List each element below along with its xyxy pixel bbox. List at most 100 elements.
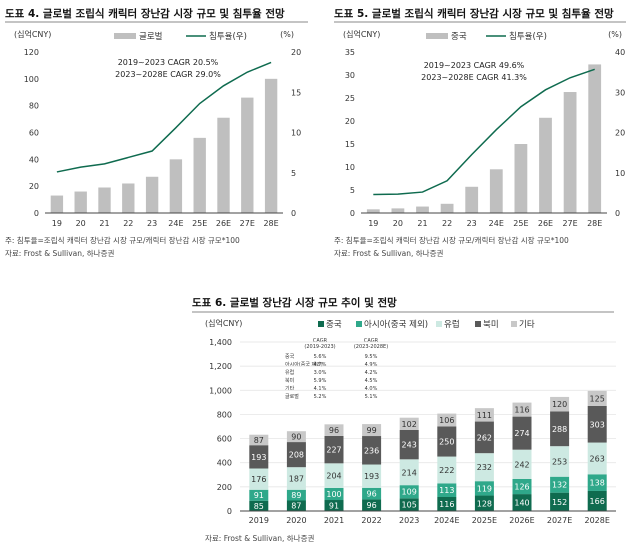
- x-tick-label: 21: [417, 219, 427, 228]
- bar-segment: [324, 500, 344, 511]
- cagr-value: 9.5%: [365, 354, 378, 360]
- cagr-value: 4.9%: [365, 362, 378, 368]
- legend-line-label: 침투율(우): [209, 32, 247, 42]
- figure-title: 도표 5. 글로벌 조립식 캐릭터 장난감 시장 규모 및 침투율 전망: [334, 7, 614, 20]
- bar-segment: [474, 421, 494, 454]
- legend-bar-label: 글로벌: [139, 31, 163, 42]
- figure-6: 도표 6. 글로벌 장난감 시장 규모 추이 및 전망 (십억CNY) 중국 아시…: [192, 296, 616, 543]
- legend-bar-swatch: [426, 33, 448, 39]
- bar-segment: [362, 424, 382, 437]
- bar-segment: [550, 492, 570, 511]
- penetration-line: [56, 61, 272, 173]
- bar-segment: [474, 495, 494, 511]
- y-tick-label: 20: [345, 117, 355, 126]
- cagr-value: 4.7%: [314, 362, 327, 368]
- data-label: 274: [514, 429, 529, 438]
- y2-tick-label: 10: [615, 169, 625, 178]
- bar-segment: [587, 405, 607, 443]
- data-label: 89: [291, 491, 301, 500]
- cagr-row-label: 글로벌: [285, 393, 299, 400]
- data-label: 166: [590, 497, 605, 506]
- x-tick-label: 25E: [513, 219, 528, 228]
- x-tick-label: 2025E: [472, 516, 497, 525]
- data-label: 262: [477, 433, 492, 442]
- bar: [50, 195, 64, 213]
- y2-tick-label: 0: [291, 209, 296, 218]
- data-label: 288: [552, 425, 567, 434]
- bar-segment: [399, 459, 419, 486]
- y-tick-label: 100: [24, 75, 39, 84]
- cagr-col-header: CAGR: [313, 338, 328, 344]
- source-note: 자료: Frost & Sullivan, 하나증권: [334, 248, 443, 258]
- x-tick-label: 2024E: [434, 516, 459, 525]
- right-axis-unit: (%): [280, 30, 294, 39]
- cagr-annotation: 2023~2028E CAGR 41.3%: [421, 73, 527, 82]
- bar-segment: [286, 489, 306, 501]
- bar-segment: [437, 496, 457, 511]
- bar-segment: [474, 481, 494, 496]
- y-tick-label: 30: [345, 71, 355, 80]
- y-tick-label: 0: [34, 209, 39, 218]
- data-label: 96: [367, 490, 377, 499]
- y-tick-label: 60: [29, 129, 39, 138]
- figure-title: 도표 4. 글로벌 조립식 캐릭터 장난감 시장 규모 및 침투율 전망: [5, 7, 285, 20]
- y2-tick-label: 40: [615, 48, 625, 57]
- x-tick-label: 23: [147, 219, 157, 228]
- bar: [122, 183, 135, 213]
- x-tick-label: 24E: [489, 219, 504, 228]
- legend-swatch: [511, 321, 517, 327]
- bar-segment: [362, 436, 382, 465]
- y-tick-label: 1,200: [209, 362, 232, 371]
- data-label: 232: [477, 463, 492, 472]
- legend-bar-label: 중국: [451, 32, 467, 42]
- bar-segment: [286, 431, 306, 443]
- bar-segment: [399, 485, 419, 499]
- x-tick-label: 21: [99, 219, 109, 228]
- legend-label: 유럽: [444, 320, 460, 330]
- cagr-value: 4.1%: [314, 386, 327, 392]
- data-label: 227: [326, 446, 341, 455]
- bar: [440, 203, 454, 213]
- data-label: 91: [254, 491, 264, 500]
- x-tick-label: 2026E: [509, 516, 534, 525]
- cagr-col-header: (2023-2028E): [354, 344, 388, 350]
- left-axis-unit: (십억CNY): [205, 318, 242, 328]
- data-label: 187: [289, 474, 304, 483]
- y2-tick-label: 20: [291, 48, 301, 57]
- y-tick-label: 5: [350, 186, 355, 195]
- cagr-value: 4.2%: [365, 370, 378, 376]
- bar: [391, 208, 405, 213]
- y-tick-label: 20: [29, 182, 39, 191]
- data-label: 152: [552, 498, 567, 507]
- bar: [489, 169, 503, 213]
- x-tick-label: 28E: [587, 219, 602, 228]
- legend-swatch: [436, 321, 442, 327]
- data-label: 126: [514, 482, 529, 491]
- x-tick-label: 2019: [249, 516, 269, 525]
- data-label: 125: [590, 394, 605, 403]
- right-axis-unit: (%): [608, 30, 622, 39]
- y-tick-label: 1,400: [209, 338, 232, 347]
- cagr-row-label: 유럽: [285, 369, 294, 376]
- y-tick-label: 15: [345, 140, 355, 149]
- bar-segment: [286, 467, 306, 490]
- y2-tick-label: 15: [291, 88, 301, 97]
- cagr-value: 5.9%: [314, 378, 327, 384]
- x-tick-label: 2020: [286, 516, 306, 525]
- left-axis-unit: (십억CNY): [14, 29, 51, 39]
- data-label: 132: [552, 481, 567, 490]
- y-tick-label: 0: [350, 209, 355, 218]
- data-label: 119: [477, 484, 492, 493]
- data-label: 96: [329, 426, 339, 435]
- x-tick-label: 20: [393, 219, 403, 228]
- bar: [217, 117, 230, 213]
- data-label: 96: [367, 501, 377, 510]
- data-label: 242: [514, 460, 529, 469]
- data-label: 90: [291, 433, 301, 442]
- data-label: 236: [364, 446, 379, 455]
- data-label: 214: [402, 468, 417, 477]
- footnote: 주: 침투율=조립식 캐릭터 장난감 시장 규모/캐릭터 장난감 시장 규모*1…: [334, 235, 569, 245]
- bar-segment: [587, 474, 607, 491]
- bar-segment: [249, 445, 269, 469]
